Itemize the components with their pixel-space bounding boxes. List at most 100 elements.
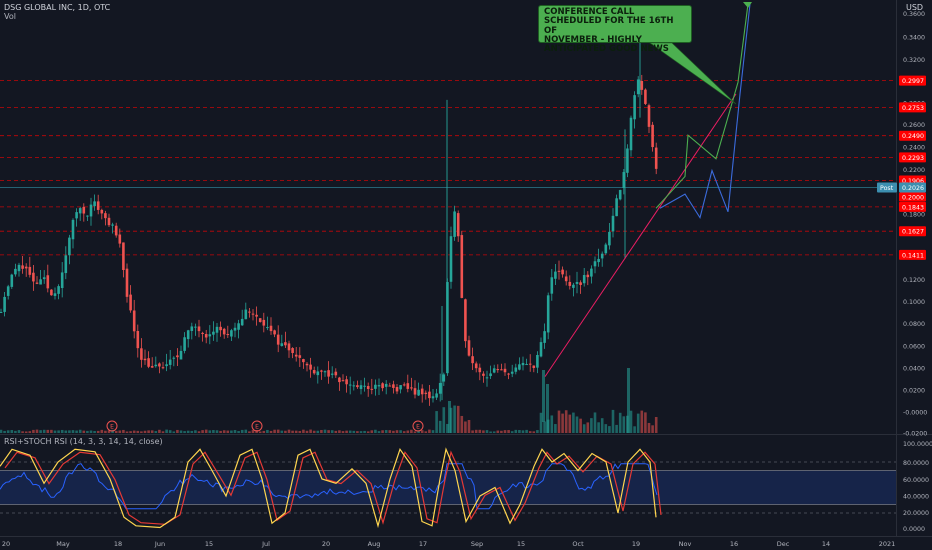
candle-body [107,217,111,226]
earnings-marker-icon [412,420,424,432]
candle-body [618,190,622,200]
candle-body [348,384,352,386]
candle [226,325,230,338]
candle [579,280,582,294]
time-axis-label: Dec [777,540,790,548]
candle [618,189,622,201]
post-market-tag [877,182,897,193]
price-tick-label: 0.1200 [903,277,925,284]
candle-body [258,318,262,322]
candle-body [82,206,86,214]
volume-bar [561,413,564,433]
volume-bar [42,429,46,433]
candle [183,332,186,354]
volume-bar [654,417,658,433]
candle-body [420,388,424,395]
volume-bar [258,431,262,433]
price-tick-label: 0.1000 [903,299,925,306]
time-axis-label: 20 [322,540,330,548]
candle [136,324,140,358]
candle [410,377,413,391]
candle [100,208,104,220]
currency-label: USD [906,3,924,12]
candle [114,222,118,238]
candle-body [435,393,438,398]
rsi-line [0,463,658,510]
candle-body [579,282,582,285]
candle-body [111,224,114,226]
volume-bar [244,429,248,433]
candle-body [330,373,334,375]
volume-bar [183,431,186,433]
candle [255,306,258,326]
time-axis-label: Jun [154,540,165,548]
candle-body [201,332,204,335]
candle-body [575,281,579,284]
volume-bar [420,430,424,433]
candle [449,226,453,289]
candle-body [132,310,136,332]
volume-bar [392,430,395,433]
candle [266,316,269,331]
candle [53,287,57,300]
arrowhead-icon [743,2,752,8]
volume-bar [305,430,309,433]
candle-body [327,370,330,377]
volume-bar [640,410,644,433]
candle [395,384,399,395]
candle-body [381,383,384,389]
candle [654,142,658,175]
time-axis-label: 16 [730,540,738,548]
candle-body [129,294,132,311]
volume-bar [593,412,597,433]
candle [276,325,280,353]
volume-bar [600,418,604,433]
candle-body [14,268,17,275]
candle-body [640,80,644,90]
candle [201,331,204,342]
candle-body [417,389,420,396]
volume-bar [71,430,75,433]
volume-bar [575,416,579,433]
candle-body [212,331,215,335]
candle-body [586,274,590,278]
volume-bar [143,430,147,433]
indicator-title[interactable]: RSI+STOCH RSI (14, 3, 3, 14, 14, close) [4,437,163,446]
candle-body [546,295,550,333]
volume-bar [298,430,302,433]
candle-body [158,363,161,367]
volume-bar [428,429,431,433]
volume-bar [32,429,35,433]
candle [554,263,557,286]
candle-body [356,385,359,388]
candle-body [341,380,345,382]
candle [586,271,590,286]
candle [147,351,150,369]
candle-body [633,95,636,120]
volume-bar [474,429,478,433]
volume-bar [136,430,140,433]
candle [6,284,10,300]
candle [644,88,647,105]
candle [348,376,352,395]
volume-bar [208,430,212,433]
candle [28,256,32,278]
volume-bar [291,430,294,433]
volume-bar [190,430,194,433]
volume-bar [316,430,320,433]
volume-bar [320,429,323,433]
candle [230,328,233,342]
candle-body [406,383,410,389]
candle [258,318,262,323]
candle [330,366,334,379]
time-axis-label: May [56,540,70,548]
candle-body [179,350,183,360]
volume-bar [586,422,590,433]
volume-bar [507,430,510,433]
candle [251,309,255,321]
candle [294,346,298,362]
volume-bar [176,429,179,433]
symbol-title[interactable]: DSG GLOBAL INC, 1D, OTC [4,3,111,12]
candle [143,349,147,365]
